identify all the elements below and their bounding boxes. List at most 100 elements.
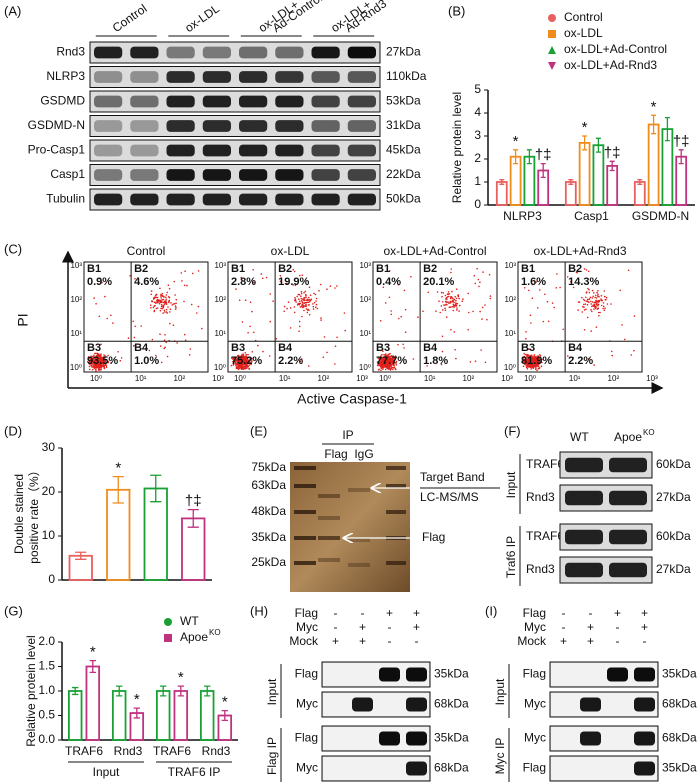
event-dot bbox=[587, 270, 590, 273]
event-dot bbox=[305, 296, 307, 299]
condition-sign: + bbox=[587, 620, 594, 634]
y-tick-label: 0.5 bbox=[38, 708, 55, 722]
size-label: 31kDa bbox=[386, 118, 421, 132]
event-dot bbox=[93, 297, 95, 299]
legend-marker bbox=[548, 14, 556, 22]
event-dot bbox=[168, 287, 171, 290]
condition-label: Flag bbox=[523, 606, 546, 620]
bar bbox=[647, 123, 660, 206]
blot-band bbox=[166, 193, 195, 206]
event-dot bbox=[310, 298, 313, 301]
error-bar bbox=[678, 149, 684, 165]
event-dot bbox=[99, 356, 101, 359]
event-dot bbox=[299, 302, 302, 305]
blot-band bbox=[406, 731, 427, 746]
event-dot bbox=[294, 298, 297, 301]
condition-sign: + bbox=[413, 606, 420, 620]
blot-band bbox=[311, 95, 340, 108]
y-tick-label: 20 bbox=[42, 484, 56, 498]
event-dot bbox=[621, 324, 623, 326]
blot-strip bbox=[89, 164, 381, 186]
event-dot bbox=[468, 311, 470, 314]
event-dot bbox=[253, 331, 255, 334]
error-bar bbox=[133, 707, 140, 719]
x-tick-label: 10³ bbox=[501, 374, 513, 383]
event-dot bbox=[450, 328, 452, 331]
blot-band bbox=[202, 144, 231, 157]
x-tick-label: 10⁰ bbox=[524, 374, 536, 383]
event-dot bbox=[95, 370, 97, 372]
event-dot bbox=[444, 294, 447, 297]
protein-label: TRAF6 bbox=[526, 529, 564, 543]
event-dot bbox=[454, 349, 456, 351]
quadrant-value: 2.8% bbox=[231, 276, 256, 288]
event-dot bbox=[452, 309, 455, 312]
event-dot bbox=[92, 366, 95, 368]
error-bar bbox=[112, 475, 124, 504]
event-dot bbox=[486, 318, 488, 321]
error-bar bbox=[72, 686, 79, 696]
blot-band bbox=[94, 71, 123, 83]
event-dot bbox=[583, 306, 585, 308]
blot-strip bbox=[89, 41, 381, 64]
event-dot bbox=[478, 285, 480, 288]
blot-strip bbox=[89, 188, 381, 211]
bar bbox=[199, 690, 215, 741]
quadrant-value: 2.2% bbox=[278, 355, 303, 367]
ladder-label: 25kDa bbox=[251, 555, 286, 569]
event-dot bbox=[196, 312, 198, 314]
event-dot bbox=[538, 367, 541, 370]
event-dot bbox=[89, 356, 92, 359]
event-dot bbox=[184, 270, 186, 273]
size-label: 45kDa bbox=[386, 143, 421, 157]
event-dot bbox=[148, 349, 151, 352]
event-dot bbox=[300, 297, 303, 300]
event-dot bbox=[598, 300, 601, 302]
event-dot bbox=[301, 274, 304, 277]
condition-label: Mock bbox=[289, 634, 319, 648]
x-axis-label: Active Caspase-1 bbox=[297, 391, 407, 407]
event-dot bbox=[303, 302, 306, 305]
blot-band bbox=[379, 667, 400, 682]
event-dot bbox=[244, 367, 246, 370]
blot-band bbox=[275, 120, 304, 132]
event-dot bbox=[189, 348, 192, 350]
bar bbox=[564, 181, 577, 206]
quadrant-name: B3 bbox=[376, 342, 390, 354]
condition-sign: - bbox=[616, 634, 620, 648]
quadrant-name: B2 bbox=[134, 263, 148, 275]
y-tick-label: 4 bbox=[474, 105, 481, 119]
protein-label: TRAF6 bbox=[526, 457, 564, 471]
event-dot bbox=[410, 276, 412, 278]
event-dot bbox=[160, 297, 162, 299]
event-dot bbox=[186, 284, 188, 287]
event-dot bbox=[300, 295, 302, 298]
event-dot bbox=[595, 306, 597, 309]
ladder-label: 63kDa bbox=[251, 478, 286, 492]
ladder-band bbox=[294, 510, 316, 514]
event-dot bbox=[595, 297, 598, 299]
event-dot bbox=[403, 347, 405, 349]
quadrant-value: 1.6% bbox=[521, 276, 546, 288]
blot-band bbox=[347, 71, 376, 83]
event-dot bbox=[442, 301, 444, 303]
event-dot bbox=[97, 353, 100, 355]
event-dot bbox=[240, 276, 242, 279]
event-dot bbox=[583, 268, 586, 270]
event-dot bbox=[404, 308, 407, 311]
event-dot bbox=[484, 361, 487, 364]
event-dot bbox=[590, 330, 592, 332]
condition-sign: + bbox=[587, 634, 594, 648]
event-dot bbox=[481, 318, 483, 320]
event-dot bbox=[106, 361, 108, 364]
blot-band bbox=[634, 697, 655, 712]
event-dot bbox=[250, 358, 252, 361]
annotation: †‡ bbox=[535, 147, 552, 164]
event-dot bbox=[150, 293, 152, 296]
gel bbox=[290, 462, 410, 592]
event-dot bbox=[316, 307, 319, 310]
event-dot bbox=[98, 366, 101, 369]
event-dot bbox=[98, 315, 101, 318]
event-dot bbox=[451, 306, 454, 308]
event-dot bbox=[299, 360, 302, 363]
